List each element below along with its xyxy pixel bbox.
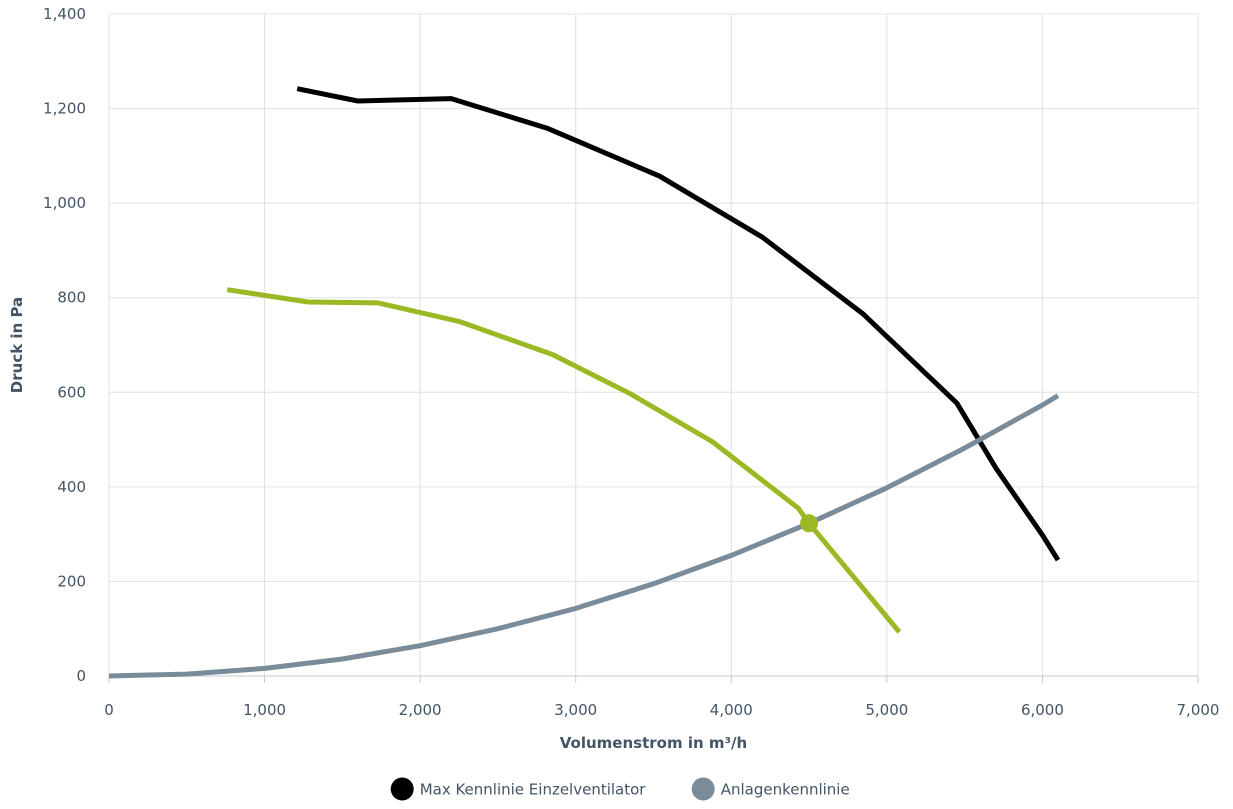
x-tick-label: 2,000 — [399, 701, 442, 719]
x-tick-label: 0 — [104, 701, 114, 719]
series — [108, 86, 1061, 679]
operating-point-marker — [800, 514, 819, 533]
y-tick-label: 800 — [57, 289, 86, 307]
y-tick-label: 1,200 — [43, 100, 86, 118]
legend-item[interactable]: Max Kennlinie Einzelventilator — [390, 777, 647, 801]
operating-point-layer — [800, 514, 819, 533]
x-tick-label: 3,000 — [554, 701, 597, 719]
y-tick-label: 1,000 — [43, 194, 86, 212]
series-line-operating-curve — [226, 287, 902, 634]
x-tick-label: 1,000 — [243, 701, 286, 719]
legend-marker — [390, 777, 414, 801]
legend-label: Anlagenkennlinie — [721, 781, 850, 799]
x-tick-label: 6,000 — [1021, 701, 1064, 719]
x-axis-title: Volumenstrom in m³/h — [560, 734, 747, 752]
legend-marker — [691, 777, 715, 801]
x-tick-label: 4,000 — [710, 701, 753, 719]
y-tick-label: 0 — [76, 667, 86, 685]
x-tick-label: 5,000 — [865, 701, 908, 719]
legend-item[interactable]: Anlagenkennlinie — [691, 777, 850, 801]
y-tick-label: 200 — [57, 572, 86, 590]
legend-label: Max Kennlinie Einzelventilator — [420, 781, 647, 799]
grid — [108, 13, 1199, 676]
x-tick-label: 7,000 — [1177, 701, 1220, 719]
y-tick-label: 400 — [57, 478, 86, 496]
y-axis-title: Druck in Pa — [8, 297, 26, 393]
legend: Max Kennlinie Einzelventilator Anlagenken… — [390, 777, 850, 801]
axes: 0 1,000 2,000 3,000 4,000 5,000 6,000 7,000 0 200… — [43, 5, 1219, 719]
series-line-anlagenkennlinie — [108, 393, 1060, 679]
y-tick-label: 1,400 — [43, 5, 86, 23]
y-tick-label: 600 — [57, 383, 86, 401]
series-line-max-kennlinie-einzelventilator — [296, 86, 1061, 562]
